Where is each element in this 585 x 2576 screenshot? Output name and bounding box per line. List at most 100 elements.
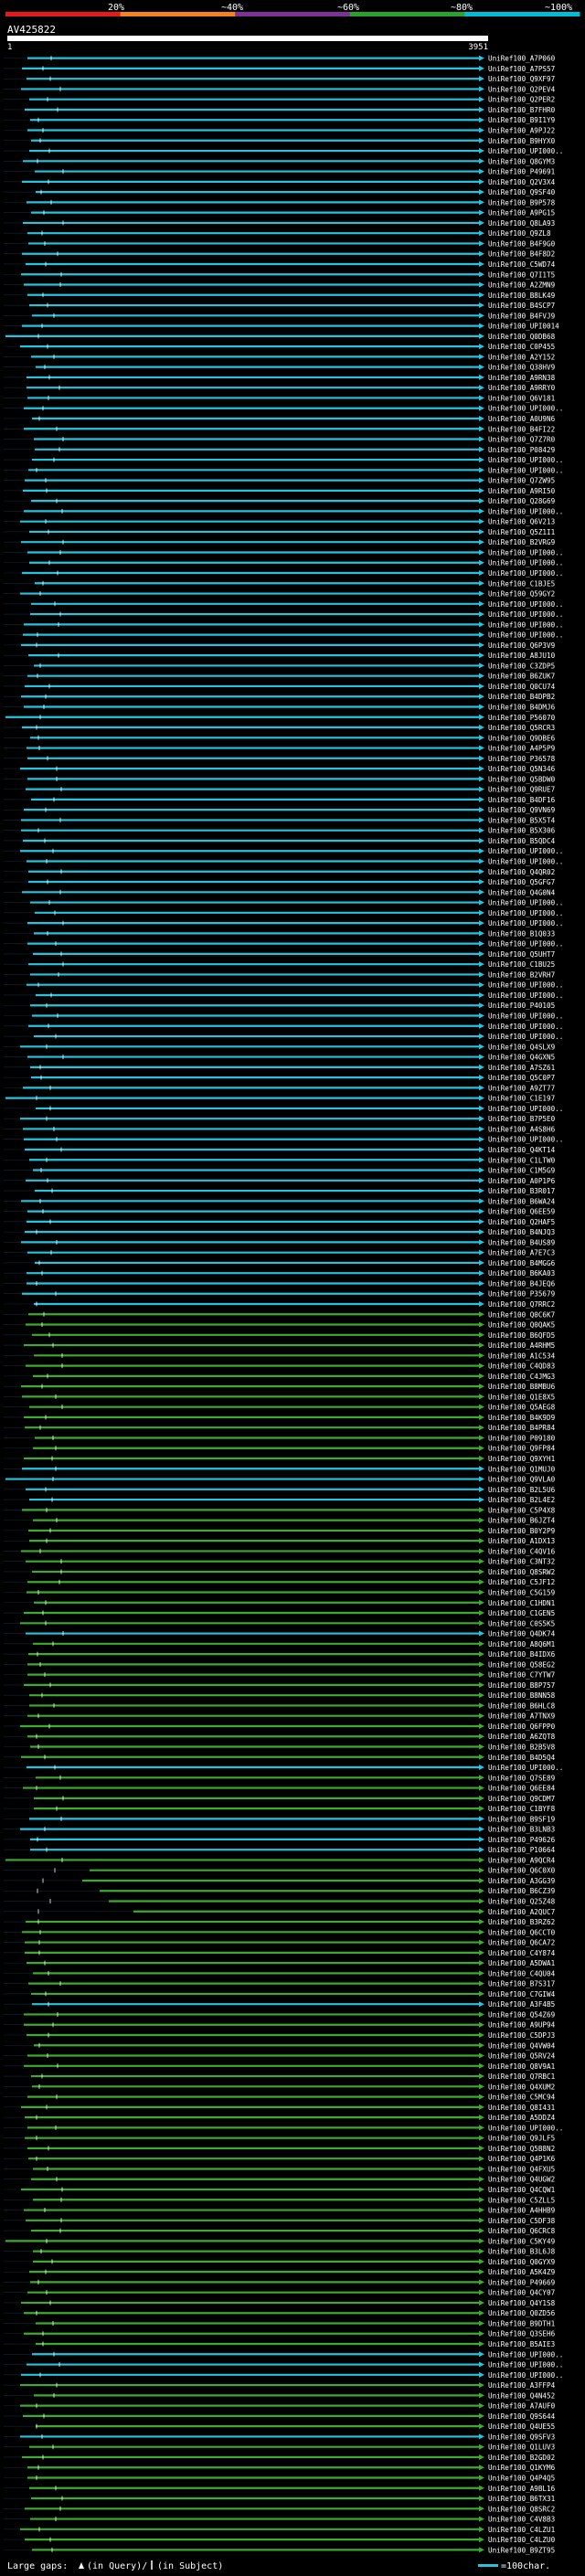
hit-label[interactable]: UniRef100_Q0GYX9 — [488, 2258, 556, 2266]
hit-label[interactable]: UniRef100_C1E197 — [488, 1095, 555, 1103]
hit-label[interactable]: UniRef100_UPI000.. — [488, 1764, 563, 1772]
hit-label[interactable]: UniRef100_Q7RRC2 — [488, 1300, 555, 1309]
hit-label[interactable]: UniRef100_B1Q033 — [488, 929, 555, 938]
hit-label[interactable]: UniRef100_Q4GXN5 — [488, 1054, 555, 1062]
hit-label[interactable]: UniRef100_Q6C0X0 — [488, 1867, 556, 1875]
hit-label[interactable]: UniRef100_A7SZ61 — [488, 1064, 556, 1072]
hit-label[interactable]: UniRef100_UPI000.. — [488, 919, 563, 928]
hit-label[interactable]: UniRef100_Q0CU74 — [488, 683, 556, 691]
hit-label[interactable]: UniRef100_B5QDC4 — [488, 837, 556, 845]
hit-label[interactable]: UniRef100_A5DDZ4 — [488, 2114, 556, 2122]
hit-label[interactable]: UniRef100_A9RRY0 — [488, 384, 556, 392]
hit-label[interactable]: UniRef100_C4QU04 — [488, 1969, 556, 1977]
hit-label[interactable]: UniRef100_Q8SRC2 — [488, 2505, 555, 2513]
hit-label[interactable]: UniRef100_Q9FP84 — [488, 1445, 556, 1453]
hit-label[interactable]: UniRef100_Q9SFV3 — [488, 2433, 555, 2441]
hit-label[interactable]: UniRef100_B6WA24 — [488, 1197, 556, 1205]
hit-label[interactable]: UniRef100_UPI000.. — [488, 847, 563, 855]
hit-label[interactable]: UniRef100_Q5RCR3 — [488, 724, 555, 732]
hit-label[interactable]: UniRef100_Q4SLX9 — [488, 1043, 556, 1051]
hit-label[interactable]: UniRef100_Q9XYH1 — [488, 1455, 556, 1463]
hit-label[interactable]: UniRef100_Q9VN69 — [488, 806, 556, 814]
hit-label[interactable]: UniRef100_B9I1Y9 — [488, 116, 556, 124]
hit-label[interactable]: UniRef100_UPI000.. — [488, 991, 563, 1000]
hit-label[interactable]: UniRef100_A8Q6M1 — [488, 1640, 556, 1648]
hit-label[interactable]: UniRef100_Q9JLF5 — [488, 2135, 555, 2143]
hit-label[interactable]: UniRef100_B2L5U6 — [488, 1486, 556, 1494]
hit-label[interactable]: UniRef100_Q28G69 — [488, 497, 556, 505]
hit-label[interactable]: UniRef100_B2B5V8 — [488, 1744, 556, 1752]
hit-label[interactable]: UniRef100_A3F4B5 — [488, 2000, 555, 2009]
hit-label[interactable]: UniRef100_Q7ZW95 — [488, 477, 555, 485]
hit-label[interactable]: UniRef100_P56070 — [488, 714, 556, 722]
hit-label[interactable]: UniRef100_Q4CQW1 — [488, 2186, 556, 2194]
hit-label[interactable]: UniRef100_C4LZU1 — [488, 2526, 556, 2534]
hit-label[interactable]: UniRef100_P09180 — [488, 1434, 556, 1442]
hit-label[interactable]: UniRef100_C1LTW0 — [488, 1156, 556, 1164]
hit-label[interactable]: UniRef100_B4MGG6 — [488, 1259, 556, 1267]
hit-label[interactable]: UniRef100_P08429 — [488, 446, 556, 454]
hit-label[interactable]: UniRef100_Q5GFG7 — [488, 878, 555, 886]
hit-label[interactable]: UniRef100_B6ZUK7 — [488, 673, 555, 681]
hit-label[interactable]: UniRef100_UPI000.. — [488, 2124, 563, 2132]
hit-label[interactable]: UniRef100_Q2PER2 — [488, 96, 555, 104]
hit-label[interactable]: UniRef100_A0U9N6 — [488, 415, 556, 423]
hit-label[interactable]: UniRef100_C5DF38 — [488, 2217, 556, 2225]
hit-label[interactable]: UniRef100_C0P455 — [488, 343, 555, 351]
hit-label[interactable]: UniRef100_Q7SE89 — [488, 1774, 556, 1782]
hit-label[interactable]: UniRef100_Q4UGW2 — [488, 2176, 555, 2184]
hit-label[interactable]: UniRef100_B4D5Q4 — [488, 1754, 556, 1762]
hit-label[interactable]: UniRef100_Q4UE55 — [488, 2422, 555, 2431]
hit-label[interactable]: UniRef100_UPI000.. — [488, 466, 563, 474]
hit-label[interactable]: UniRef100_UPI000.. — [488, 405, 563, 413]
hit-label[interactable]: UniRef100_C0S5K5 — [488, 1619, 555, 1627]
hit-label[interactable]: UniRef100_Q4XUM2 — [488, 2083, 555, 2091]
hit-label[interactable]: UniRef100_Q1MUJ0 — [488, 1465, 556, 1473]
hit-label[interactable]: UniRef100_B5X5T4 — [488, 816, 556, 824]
hit-label[interactable]: UniRef100_Q5RV24 — [488, 2052, 556, 2061]
hit-label[interactable]: UniRef100_C1BU25 — [488, 960, 555, 969]
hit-label[interactable]: UniRef100_B8MBU6 — [488, 1383, 556, 1391]
hit-label[interactable]: UniRef100_Q54Z69 — [488, 2010, 556, 2019]
hit-label[interactable]: UniRef100_B4F8D2 — [488, 250, 555, 259]
hit-label[interactable]: UniRef100_A4P5P9 — [488, 745, 556, 753]
hit-label[interactable]: UniRef100_B4JEQ6 — [488, 1279, 556, 1288]
hit-label[interactable]: UniRef100_UPI000.. — [488, 559, 563, 567]
hit-label[interactable]: UniRef100_C5DPJ3 — [488, 2031, 555, 2040]
hit-label[interactable]: UniRef100_Q4CY07 — [488, 2289, 555, 2297]
hit-label[interactable]: UniRef100_Q4FXU5 — [488, 2165, 555, 2173]
hit-label[interactable]: UniRef100_B2L4E2 — [488, 1496, 555, 1504]
hit-label[interactable]: UniRef100_UPI000.. — [488, 1136, 563, 1144]
hit-label[interactable]: UniRef100_P40105 — [488, 1002, 555, 1010]
hit-label[interactable]: UniRef100_Q5B8N2 — [488, 2145, 555, 2153]
hit-label[interactable]: UniRef100_P49626 — [488, 1836, 556, 1844]
hit-label[interactable]: UniRef100_Q2PEV4 — [488, 85, 556, 93]
hit-label[interactable]: UniRef100_Q9ZL8 — [488, 229, 551, 238]
hit-label[interactable]: UniRef100_C4Y874 — [488, 1949, 556, 1957]
hit-label[interactable]: UniRef100_P35679 — [488, 1290, 556, 1299]
hit-label[interactable]: UniRef100_A3GG39 — [488, 1877, 556, 1885]
hit-label[interactable]: UniRef100_B3RZ62 — [488, 1918, 555, 1926]
hit-label[interactable]: UniRef100_A5K4Z9 — [488, 2268, 556, 2276]
hit-label[interactable]: UniRef100_C4QV16 — [488, 1547, 556, 1555]
hit-label[interactable]: UniRef100_UPI000.. — [488, 548, 563, 557]
hit-label[interactable]: UniRef100_Q9RUE7 — [488, 786, 555, 794]
hit-label[interactable]: UniRef100_Q8GYM3 — [488, 157, 555, 165]
hit-label[interactable]: UniRef100_Q4P4Q5 — [488, 2474, 555, 2482]
hit-label[interactable]: UniRef100_C5ZLL5 — [488, 2196, 555, 2204]
hit-label[interactable]: UniRef100_Q4VW04 — [488, 2041, 556, 2050]
hit-label[interactable]: UniRef100_B4IDX6 — [488, 1650, 556, 1659]
hit-label[interactable]: UniRef100_Q3SEH6 — [488, 2330, 556, 2338]
hit-label[interactable]: UniRef100_Q9SF40 — [488, 188, 556, 196]
hit-label[interactable]: UniRef100_P49669 — [488, 2278, 556, 2286]
hit-label[interactable]: UniRef100_Q7RBC1 — [488, 2072, 556, 2081]
hit-label[interactable]: UniRef100_A8JU10 — [488, 652, 556, 660]
hit-label[interactable]: UniRef100_UPI000.. — [488, 2361, 563, 2369]
hit-label[interactable]: UniRef100_Q0C6K7 — [488, 1310, 555, 1319]
hit-label[interactable]: UniRef100_A2ZMN9 — [488, 281, 556, 290]
hit-label[interactable]: UniRef100_Q6EE59 — [488, 1208, 556, 1216]
hit-label[interactable]: UniRef100_B4DMJ6 — [488, 703, 556, 711]
hit-label[interactable]: UniRef100_C7GIW4 — [488, 1990, 556, 1998]
hit-label[interactable]: UniRef100_Q9XF97 — [488, 75, 555, 83]
hit-label[interactable]: UniRef100_C4QD83 — [488, 1362, 555, 1371]
